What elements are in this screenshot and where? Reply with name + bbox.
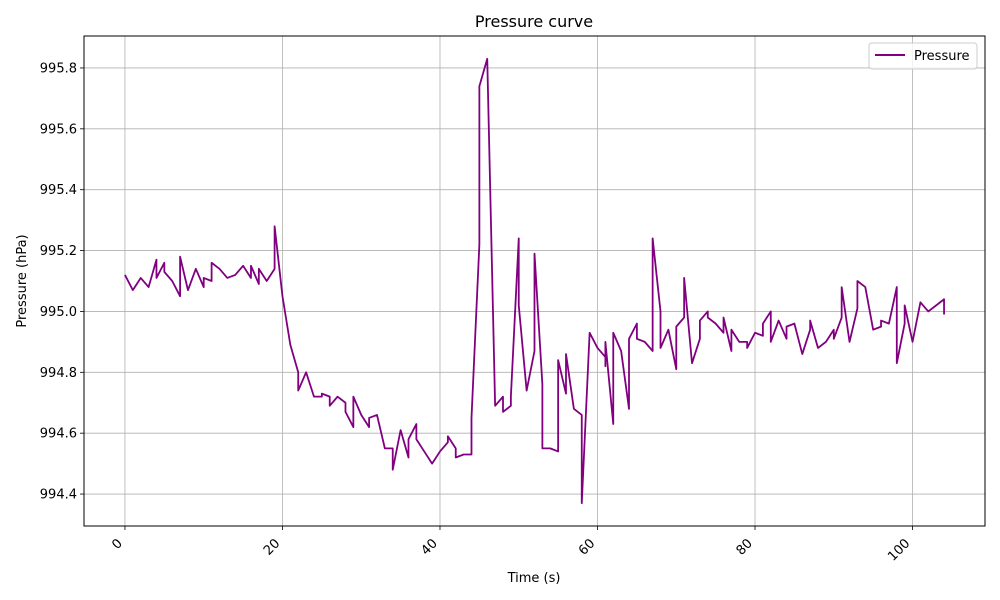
legend: Pressure — [868, 42, 978, 70]
x-axis-label: Time (s) — [507, 571, 561, 586]
y-axis-label: Pressure (hPa) — [15, 234, 30, 327]
chart-title: Pressure curve — [475, 12, 593, 31]
legend-box — [868, 42, 978, 70]
plot-area-frame — [83, 35, 986, 527]
y-tick-label: 995.8 — [40, 61, 77, 76]
series-layer — [124, 57, 945, 505]
y-tick-label: 994.6 — [40, 427, 77, 442]
y-tick-label: 995.6 — [40, 122, 77, 137]
y-tick-label: 995.0 — [40, 305, 77, 320]
y-tick-label: 994.8 — [40, 366, 77, 381]
y-tick-label: 995.2 — [40, 244, 77, 259]
series-line-pressure — [124, 57, 945, 505]
grid-lines — [84, 36, 985, 526]
y-tick-label: 995.4 — [40, 183, 77, 198]
legend-label-pressure: Pressure — [914, 49, 970, 64]
y-tick-label: 994.4 — [40, 488, 77, 503]
y-axis-ticks: 994.4 994.6 994.8 995.0 995.2 995.4 995.6 995.8 — [40, 61, 84, 503]
